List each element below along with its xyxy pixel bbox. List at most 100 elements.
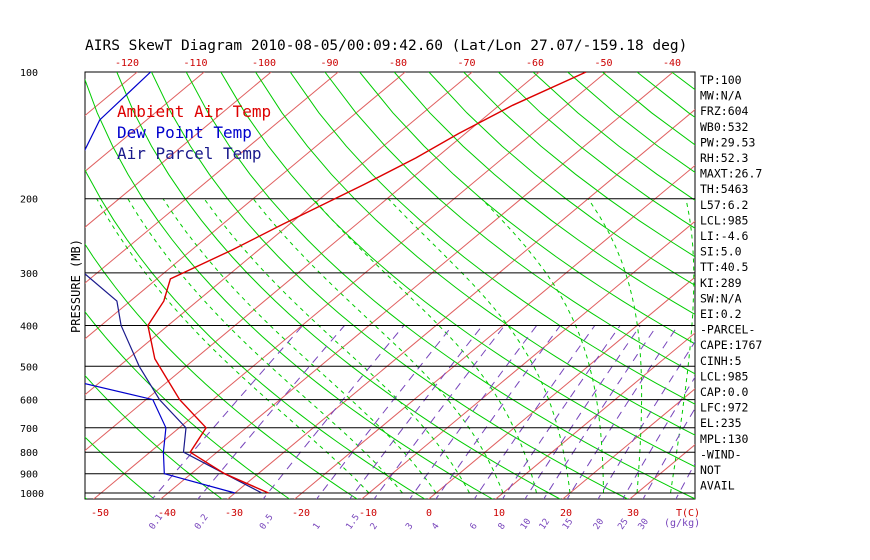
moist-adiabat — [312, 198, 537, 494]
moist-adiabat — [127, 198, 403, 494]
isotherm-line — [495, 332, 695, 499]
mixing-ratio-tick-label: 15 — [561, 517, 575, 532]
parcel-temp-line — [85, 273, 263, 494]
mixing-ratio-line — [262, 325, 405, 499]
x-axis-label: T(C) — [676, 508, 700, 519]
index-label: PW:29.53 — [700, 135, 755, 149]
moist-adiabat — [96, 198, 370, 494]
mixing-ratio-line — [543, 325, 658, 499]
ambient-temp-line — [147, 72, 587, 494]
index-label: EI:0.2 — [700, 307, 742, 321]
isotherm-line — [294, 164, 695, 499]
mixing-ratio-tick-label: 20 — [592, 517, 606, 532]
mixing-ratio-tick-label: 30 — [637, 517, 651, 532]
legend-parcel: Air Parcel Temp — [117, 144, 262, 163]
top-temp-tick-label: -40 — [663, 58, 681, 69]
index-label: WB0:532 — [700, 120, 748, 134]
pressure-tick-label: 500 — [20, 362, 38, 373]
index-label: TP:100 — [700, 73, 742, 87]
dry-adiabat — [741, 72, 870, 502]
index-label: MPL:130 — [700, 432, 749, 446]
mixing-ratio-unit: (g/kg) — [664, 518, 700, 529]
dry-adiabat — [85, 168, 426, 499]
bottom-temp-tick-label: -40 — [158, 508, 176, 519]
mixing-ratio-tick-label: 0.5 — [258, 513, 276, 532]
index-label: LCL:985 — [700, 213, 748, 227]
index-label: SI:5.0 — [700, 245, 742, 259]
mixing-ratio-line — [435, 325, 561, 499]
dry-adiabat — [393, 72, 695, 316]
index-label: FRZ:604 — [700, 104, 749, 118]
dry-adiabat — [463, 72, 695, 258]
y-axis-label: PRESSURE (MB) — [69, 239, 83, 333]
isotherm-line — [227, 109, 695, 499]
bottom-temp-tick-label: -50 — [91, 508, 109, 519]
profiles — [85, 72, 587, 494]
index-label: KI:289 — [700, 276, 742, 290]
mixing-ratio-tick-label: 3 — [404, 522, 415, 532]
top-temp-tick-label: -120 — [115, 58, 139, 69]
index-label: TT:40.5 — [700, 260, 748, 274]
dry-adiabat — [85, 78, 494, 499]
mixing-ratio-line — [597, 340, 695, 499]
isotherm-line — [428, 276, 695, 499]
bottom-temp-tick-label: -10 — [359, 508, 377, 519]
top-temp-tick-label: -90 — [321, 58, 339, 69]
mixing-ratio-tick-label: 12 — [538, 517, 552, 532]
bottom-temp-tick-label: -30 — [225, 508, 243, 519]
dry-adiabat — [85, 311, 291, 499]
index-label: MW:N/A — [700, 89, 742, 103]
mixing-ratio-tick-label: 8 — [497, 522, 508, 532]
index-label: -WIND- — [700, 447, 742, 461]
pressure-tick-label: 100 — [20, 68, 38, 79]
mixing-ratio-line — [151, 325, 304, 499]
mixing-ratio-line — [349, 325, 483, 499]
top-temp-tick-label: -60 — [526, 58, 544, 69]
isotherm-line — [85, 72, 406, 340]
mixing-ratio-line — [642, 407, 695, 499]
isotherm-line — [0, 72, 70, 502]
isotherm-line — [93, 72, 607, 499]
mixing-ratio-line — [566, 325, 679, 499]
mixing-ratio-line — [373, 325, 505, 499]
mixing-ratio-line — [524, 325, 641, 499]
mixing-ratio-tick-label: 1 — [311, 522, 322, 532]
dry-adiabat — [185, 72, 695, 499]
top-temp-tick-label: -80 — [389, 58, 407, 69]
top-temp-tick-label: -100 — [252, 58, 276, 69]
pressure-tick-label: 600 — [20, 396, 38, 407]
index-label: RH:52.3 — [700, 151, 749, 165]
mixing-ratio-tick-label: 6 — [469, 522, 480, 532]
dry-adiabat — [289, 72, 695, 405]
dry-adiabat — [255, 72, 695, 436]
dry-adiabat — [220, 72, 695, 468]
bottom-temp-tick-label: -20 — [292, 508, 310, 519]
index-label: -PARCEL- — [700, 323, 755, 337]
bottom-temp-tick-label: 0 — [426, 508, 432, 519]
mixing-ratio-tick-label: 4 — [430, 522, 441, 532]
pressure-tick-label: 400 — [20, 321, 38, 332]
dry-adiabat — [116, 72, 562, 499]
dry-adiabat — [776, 72, 870, 502]
index-label: SW:N/A — [700, 291, 742, 305]
pressure-tick-label: 800 — [20, 448, 38, 459]
legend-dewpoint: Dew Point Temp — [117, 123, 252, 142]
index-label: L57:6.2 — [700, 198, 748, 212]
index-label: CINH:5 — [700, 354, 742, 368]
isotherm-line — [85, 72, 205, 172]
moist-adiabat — [252, 198, 504, 494]
moist-adiabat — [670, 198, 695, 494]
index-label: LCL:985 — [700, 369, 748, 383]
isotherm-line — [85, 72, 473, 396]
pressure-tick-label: 700 — [20, 424, 38, 435]
legend: Ambient Air Temp Dew Point Temp Air Parc… — [117, 102, 271, 163]
dry-adiabat — [359, 72, 695, 345]
mixing-ratio-tick-label: 25 — [616, 517, 630, 532]
bottom-temp-tick-label: 10 — [493, 508, 505, 519]
chart-title: AIRS SkewT Diagram 2010-08-05/00:09:42.6… — [85, 38, 687, 54]
moist-adiabat — [481, 198, 604, 493]
bottom-temp-tick-label: 20 — [560, 508, 572, 519]
mixing-ratio-tick-label: 0.2 — [193, 513, 211, 532]
